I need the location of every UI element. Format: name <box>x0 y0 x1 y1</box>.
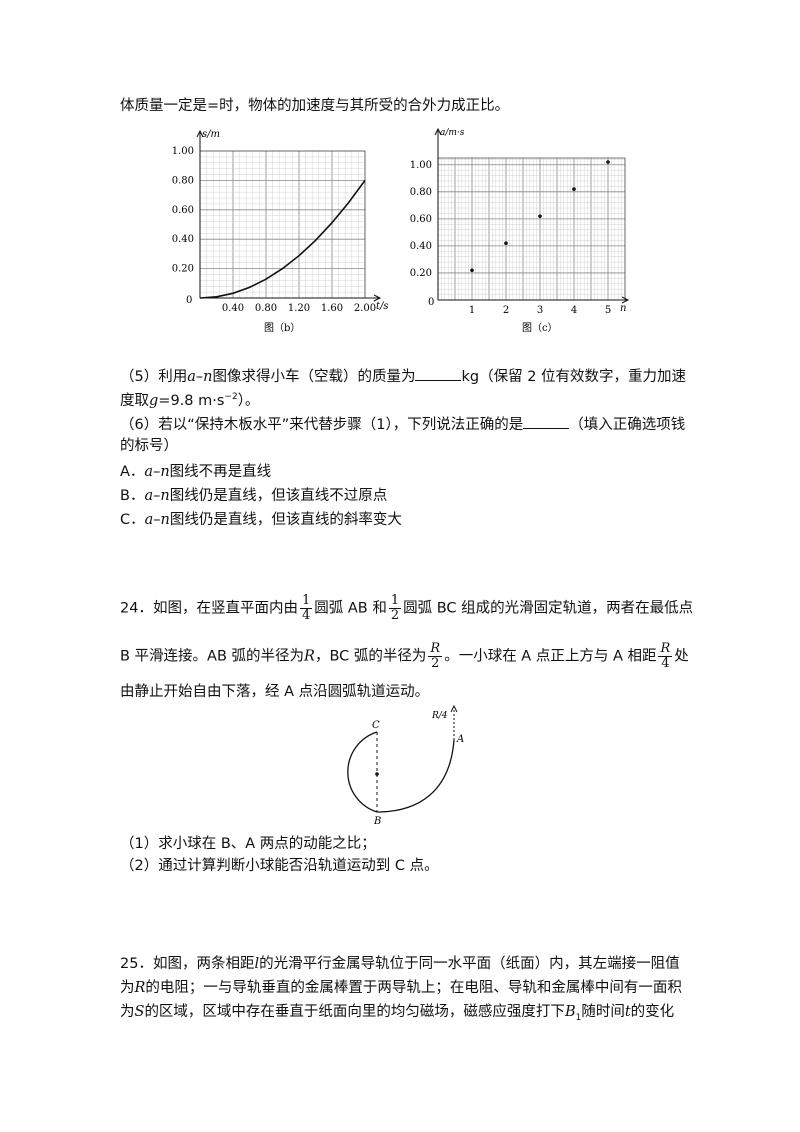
arc-ab <box>376 739 455 813</box>
c-x-arrow <box>621 296 630 304</box>
question-25-line-3: 为S的区域，区域中存在垂直于纸面向里的均匀磁场，磁感应强度打下B1随时间t的变化 <box>120 1004 675 1023</box>
b-x-arrow <box>373 294 382 302</box>
b-grid-border <box>199 150 366 299</box>
c-data-point <box>504 241 508 245</box>
c-grid-border <box>437 157 626 301</box>
c-ytick-label: 0.40 <box>410 241 432 252</box>
c-y-arrow <box>434 127 442 136</box>
c-ytick-label: 1.00 <box>410 160 432 171</box>
chart-b-ylabel: s/m <box>202 129 220 140</box>
question-5-line-2: 度取g=9.8 m·s−2）。 <box>120 392 260 409</box>
chart-b-series <box>199 179 366 299</box>
c-data-point <box>606 160 610 164</box>
question-24-sub-1: （1）求小球在 B、A 两点的动能之比； <box>120 836 376 852</box>
label-r4: R/4 <box>431 711 448 721</box>
answer-blank-5 <box>415 366 462 381</box>
b-ytick-label: 1.00 <box>172 146 194 157</box>
b-y-arrow <box>196 129 204 138</box>
c-ytick-label: 0.20 <box>410 268 432 279</box>
question-24-sub-2: （2）通过计算判断小球能否沿轨道运动到 C 点。 <box>120 858 439 874</box>
question-24-line-2: B 平滑连接。AB 弧的半径为R，BC 弧的半径为 R 2 。一小球在 A 点正上方与… <box>120 641 689 671</box>
track-diagram: C A B R/4 <box>347 704 464 827</box>
c-data-point <box>572 187 576 191</box>
question-25-line-2: 为R的电阻；一与导轨垂直的金属棒置于两导轨上；在电阻、导轨和金属棒中间有一面积 <box>120 980 682 996</box>
c-xtick-label: 3 <box>537 305 543 316</box>
c-data-point <box>538 214 542 218</box>
question-24-line-1: 24．如图，在竖直平面内由 1 4 圆弧 AB 和 1 2 圆弧 BC 组成的光滑固定轨道，… <box>120 593 694 623</box>
question-24-line-3: 由静止开始自由下落，经 A 点沿圆弧轨道运动。 <box>120 684 430 700</box>
question-6-line-1: （6）若以“保持木板水平”来代替步骤（1），下列说法正确的是 （填入正确选项钱 <box>120 414 685 435</box>
b-ytick-label: 0.80 <box>172 175 194 186</box>
b-xtick-label: 2.00 <box>354 303 376 314</box>
option-b: B．a–n图线仍是直线，但该直线不过原点 <box>120 488 388 504</box>
c-xtick-label: 2 <box>503 305 509 316</box>
chart-b-axes <box>196 129 382 302</box>
chart-c: 1 2 3 4 5 0.20 0.40 0.60 0.80 1.00 a/m·s n 0 图（c） <box>410 127 630 334</box>
arc-bc <box>347 731 378 813</box>
c-xtick-label: 4 <box>571 305 577 316</box>
c-xtick-label: 1 <box>469 305 475 316</box>
center-point <box>375 772 379 776</box>
chart-b: 0.40 0.80 1.20 1.60 2.00 0.20 0.40 0.60 0.80 1.00… <box>172 129 389 334</box>
chart-b-tick-labels: 0.40 0.80 1.20 1.60 2.00 0.20 0.40 0.60 0.80 1.00 <box>172 146 376 314</box>
chart-c-series <box>470 160 610 273</box>
label-b: B <box>373 816 381 827</box>
c-ytick-label: 0.80 <box>410 187 432 198</box>
b-xtick-label: 1.60 <box>321 303 343 314</box>
chart-c-grid <box>437 157 626 301</box>
chart-c-caption: 图（c） <box>522 322 558 334</box>
option-c: C．a–n图线仍是直线，但该直线的斜率变大 <box>120 512 402 528</box>
question-6-line-2: 的标号） <box>120 438 178 454</box>
question-25-line-1: 25．如图，两条相距l的光滑平行金属导轨位于同一水平面（纸面）内，其左端接一阻值 <box>120 956 680 972</box>
c-ytick-label: 0.60 <box>410 214 432 225</box>
b-ytick-label: 0.60 <box>172 205 194 216</box>
drop-arrow <box>450 704 458 713</box>
b-ytick-label: 0.20 <box>172 264 194 275</box>
chart-c-axes <box>434 127 630 304</box>
b-series-line <box>199 179 366 299</box>
b-ytick-label: 0.40 <box>172 234 194 245</box>
chart-b-xlabel: t/s <box>376 301 389 312</box>
chart-b-origin: 0 <box>186 295 192 306</box>
c-xtick-label: 5 <box>605 305 611 316</box>
answer-blank-6 <box>523 414 570 429</box>
chart-c-xlabel: n <box>620 303 626 314</box>
label-a: A <box>456 734 464 745</box>
chart-c-tick-labels: 1 2 3 4 5 0.20 0.40 0.60 0.80 1.00 <box>410 160 611 316</box>
intro-text: 体质量一定是=时，物体的加速度与其所受的合外力成正比。 <box>120 98 510 114</box>
chart-c-origin: 0 <box>428 297 434 308</box>
chart-c-ylabel: a/m·s <box>440 128 465 138</box>
b-xtick-label: 1.20 <box>288 303 310 314</box>
b-xtick-label: 0.40 <box>222 303 244 314</box>
chart-b-grid <box>199 150 366 299</box>
b-xtick-label: 0.80 <box>255 303 277 314</box>
question-5-line-1: （5）利用a–n图像求得小车（空载）的质量为 kg（保留 2 位有效数字，重力加速 <box>120 366 686 387</box>
c-data-point <box>470 268 474 273</box>
option-a: A．a–n图线不再是直线 <box>120 464 272 480</box>
chart-b-caption: 图（b） <box>264 322 300 334</box>
label-c: C <box>372 720 380 731</box>
